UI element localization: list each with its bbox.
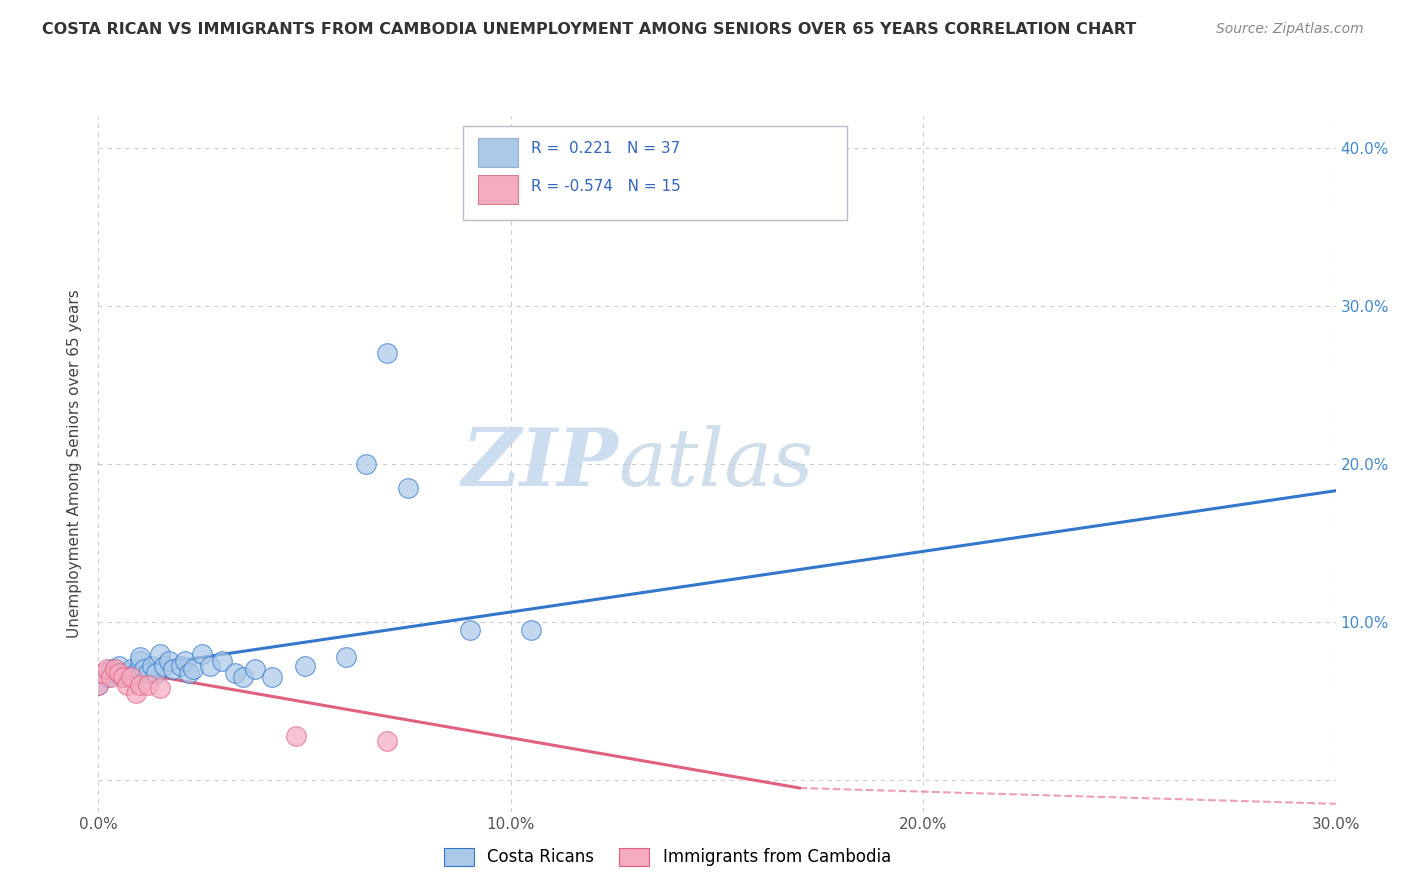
Point bbox=[149, 647, 172, 661]
Point bbox=[87, 678, 110, 692]
Point bbox=[520, 623, 543, 637]
Point bbox=[174, 655, 197, 669]
Point bbox=[232, 670, 254, 684]
Point bbox=[294, 659, 316, 673]
Point bbox=[117, 678, 139, 692]
Point bbox=[285, 729, 308, 743]
Text: R = -0.574   N = 15: R = -0.574 N = 15 bbox=[531, 178, 682, 194]
Point bbox=[458, 623, 481, 637]
Point bbox=[224, 665, 246, 680]
Point bbox=[335, 649, 357, 664]
Legend: Costa Ricans, Immigrants from Cambodia: Costa Ricans, Immigrants from Cambodia bbox=[437, 841, 897, 873]
Point bbox=[117, 665, 139, 680]
Point bbox=[136, 665, 159, 680]
Text: COSTA RICAN VS IMMIGRANTS FROM CAMBODIA UNEMPLOYMENT AMONG SENIORS OVER 65 YEARS: COSTA RICAN VS IMMIGRANTS FROM CAMBODIA … bbox=[42, 22, 1136, 37]
Point bbox=[141, 659, 163, 673]
Point bbox=[136, 678, 159, 692]
Point bbox=[375, 733, 398, 747]
Point bbox=[108, 659, 131, 673]
Point bbox=[100, 662, 122, 676]
Point bbox=[87, 678, 110, 692]
Point bbox=[108, 665, 131, 680]
Point bbox=[124, 665, 146, 680]
Point bbox=[170, 659, 193, 673]
Point bbox=[128, 678, 150, 692]
Point bbox=[112, 670, 135, 684]
Point bbox=[190, 647, 212, 661]
FancyBboxPatch shape bbox=[464, 127, 846, 220]
Point bbox=[211, 655, 233, 669]
Point bbox=[104, 662, 127, 676]
Point bbox=[396, 481, 419, 495]
Point bbox=[375, 346, 398, 360]
Point bbox=[100, 670, 122, 684]
Point bbox=[162, 662, 184, 676]
Point bbox=[157, 655, 180, 669]
FancyBboxPatch shape bbox=[478, 137, 517, 167]
Point bbox=[149, 681, 172, 696]
Point bbox=[260, 670, 283, 684]
Point bbox=[128, 649, 150, 664]
Point bbox=[96, 662, 118, 676]
Text: R =  0.221   N = 37: R = 0.221 N = 37 bbox=[531, 141, 681, 156]
Point bbox=[179, 665, 201, 680]
Point bbox=[145, 665, 167, 680]
Point bbox=[96, 670, 118, 684]
Point bbox=[356, 457, 378, 471]
Point bbox=[91, 665, 114, 680]
Point bbox=[198, 659, 221, 673]
Point bbox=[132, 662, 155, 676]
Point bbox=[120, 670, 142, 684]
FancyBboxPatch shape bbox=[478, 175, 517, 204]
Point bbox=[124, 686, 146, 700]
Point bbox=[128, 655, 150, 669]
Point bbox=[243, 662, 266, 676]
Text: ZIP: ZIP bbox=[461, 425, 619, 502]
Point bbox=[153, 659, 176, 673]
Text: Source: ZipAtlas.com: Source: ZipAtlas.com bbox=[1216, 22, 1364, 37]
Point bbox=[181, 662, 204, 676]
Y-axis label: Unemployment Among Seniors over 65 years: Unemployment Among Seniors over 65 years bbox=[67, 290, 83, 638]
Point bbox=[120, 662, 142, 676]
Text: atlas: atlas bbox=[619, 425, 814, 502]
Point bbox=[104, 665, 127, 680]
Point bbox=[112, 670, 135, 684]
